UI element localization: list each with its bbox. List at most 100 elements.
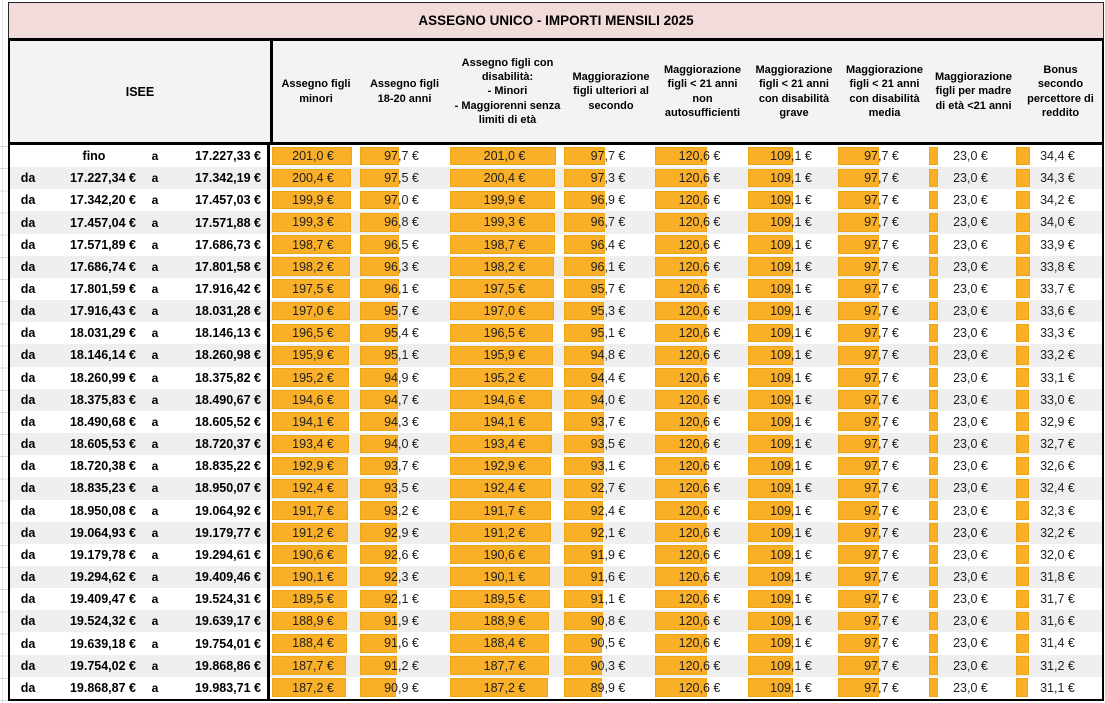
range-prefix: da: [20, 370, 36, 385]
value-label: 120,6 €: [678, 503, 721, 518]
table-row: da 17.227,34 € a 17.342,19 € 200,4 € 97,5 € 20…: [10, 167, 1102, 190]
cell-spacer: [443, 256, 450, 278]
data-bar: [272, 323, 350, 343]
value-label: 97,7 €: [384, 149, 419, 163]
data-bar: [1016, 589, 1029, 609]
data-bar: [450, 212, 555, 232]
value-cell: 109,1 €: [748, 145, 834, 167]
table-row: da 19.639,18 € a 19.754,01 € 188,4 € 91,6 € 18…: [10, 632, 1102, 655]
value-cell: 187,2 €: [450, 677, 559, 699]
value-label: 32,0 €: [1040, 547, 1075, 562]
value-label: 33,7 €: [1040, 281, 1075, 296]
data-bar: [655, 545, 707, 564]
value-cell: 199,3 €: [272, 211, 354, 233]
table-row: da 18.720,38 € a 18.835,22 € 192,9 € 93,7 € 19…: [10, 455, 1102, 478]
value-cell: 95,7 €: [360, 300, 443, 322]
range-to: 18.031,28 €: [168, 300, 270, 323]
data-bar: [360, 345, 399, 365]
data-bar: [748, 678, 794, 697]
data-bar: [655, 146, 707, 166]
data-bar: [655, 279, 707, 299]
range-prefix: da: [20, 326, 36, 341]
range-from: 17.342,20 €: [69, 193, 136, 208]
value-label: 97,7 €: [864, 237, 899, 252]
table-row: da 19.868,87 € a 19.983,71 € 187,2 € 90,9 € 18…: [10, 676, 1102, 699]
table-body: fino a 17.227,33 € 201,0 € 97,7 € 201,0 € 97,7…: [8, 145, 1104, 701]
assegno-unico-table: ASSEGNO UNICO - IMPORTI MENSILI 2025 ISE…: [8, 2, 1104, 701]
value-label: 97,7 €: [864, 614, 899, 629]
data-bar: [564, 545, 603, 564]
data-bar: [450, 301, 554, 321]
value-label: 33,0 €: [1040, 392, 1075, 407]
range-to: 18.720,37 €: [168, 433, 270, 456]
value-label: 195,9 €: [292, 348, 334, 363]
value-cell: 195,2 €: [272, 367, 354, 389]
data-bar: [1016, 456, 1030, 476]
value-cell: 97,7 €: [838, 278, 925, 300]
value-label: 120,6 €: [678, 680, 721, 695]
value-label: 23,0 €: [953, 481, 988, 496]
value-cell: 187,7 €: [450, 655, 559, 677]
value-label: 32,7 €: [1040, 437, 1075, 452]
cell-spacer: [443, 344, 450, 366]
value-label: 93,5 €: [384, 481, 419, 496]
value-cell: 96,9 €: [564, 189, 652, 211]
value-cell: 92,6 €: [360, 544, 443, 566]
range-separator: a: [151, 592, 159, 607]
table-row: da 19.754,02 € a 19.868,86 € 187,7 € 91,2 € 18…: [10, 654, 1102, 677]
range-from: 17.227,34 €: [69, 171, 136, 186]
data-bar: [564, 301, 605, 321]
value-cell: 188,4 €: [272, 632, 354, 654]
value-label: 120,6 €: [678, 281, 721, 296]
value-cell: 120,6 €: [655, 322, 744, 344]
value-cell: 97,7 €: [838, 256, 925, 278]
range-separator: a: [151, 525, 159, 540]
value-label: 90,9 €: [384, 680, 419, 695]
value-cell: 93,5 €: [564, 433, 652, 455]
value-label: 91,9 €: [590, 547, 626, 562]
value-label: 31,7 €: [1040, 592, 1075, 607]
value-cell: 120,6 €: [655, 610, 744, 632]
range-from: 17.916,43 €: [69, 304, 136, 319]
range-separator: a: [151, 259, 159, 274]
value-cell: 190,6 €: [450, 544, 559, 566]
value-label: 96,7 €: [590, 215, 626, 230]
value-cell: 23,0 €: [929, 588, 1012, 610]
value-cell: 120,6 €: [655, 566, 744, 588]
value-cell: 96,5 €: [360, 234, 443, 256]
value-cell: 192,9 €: [450, 455, 559, 477]
value-cell: 94,0 €: [564, 389, 652, 411]
value-label: 33,3 €: [1040, 326, 1075, 341]
value-cell: 194,1 €: [272, 411, 354, 433]
data-bar: [450, 523, 551, 542]
value-label: 120,6 €: [678, 348, 721, 363]
value-cell: 109,1 €: [748, 189, 834, 211]
data-bar: [564, 323, 605, 343]
data-bar: [748, 146, 794, 166]
value-cell: 195,9 €: [450, 344, 559, 366]
value-label: 23,0 €: [953, 259, 988, 274]
value-label: 96,9 €: [590, 193, 626, 208]
range-from: 18.031,29 €: [69, 326, 136, 341]
range-to: 17.342,19 €: [168, 167, 270, 190]
value-label: 97,7 €: [864, 304, 899, 319]
value-label: 97,7 €: [864, 171, 899, 186]
value-cell: 93,5 €: [360, 477, 443, 499]
cell-spacer: [443, 566, 450, 588]
value-label: 34,3 €: [1040, 171, 1075, 186]
value-label: 190,6 €: [483, 547, 526, 562]
data-bar: [450, 678, 549, 697]
value-label: 95,3 €: [590, 304, 626, 319]
data-bar: [360, 412, 398, 432]
value-cell: 192,4 €: [272, 477, 354, 499]
cell-spacer: [443, 300, 450, 322]
range-from: 19.064,93 €: [69, 525, 136, 540]
value-label: 93,5 €: [590, 437, 626, 452]
value-label: 97,7 €: [864, 569, 899, 584]
data-bar: [564, 146, 606, 166]
value-label: 23,0 €: [953, 569, 988, 584]
value-cell: 33,6 €: [1016, 300, 1099, 322]
value-cell: 33,1 €: [1016, 367, 1099, 389]
value-cell: 94,8 €: [564, 344, 652, 366]
value-label: 96,1 €: [590, 259, 626, 274]
